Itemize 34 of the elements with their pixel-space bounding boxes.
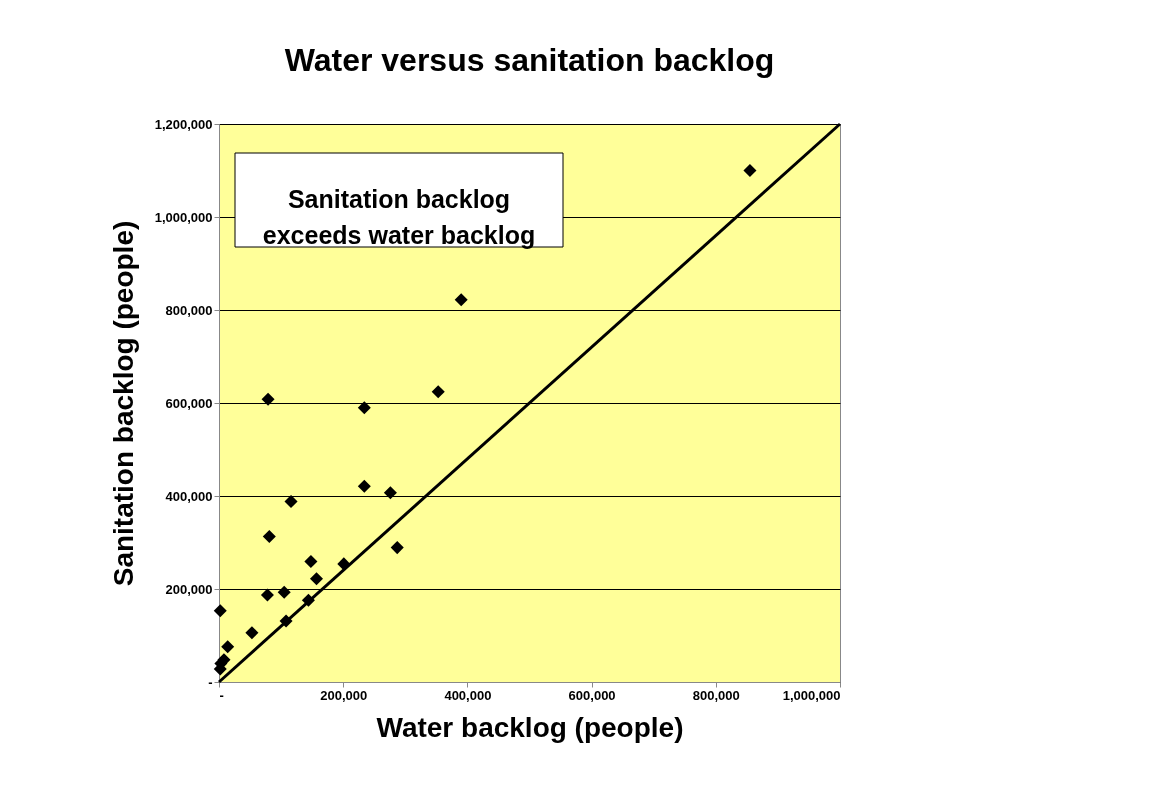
point [277, 585, 291, 599]
x-tick-label: 200,000 [320, 687, 368, 703]
point [221, 640, 235, 654]
y-tick-label: 200,000 [165, 581, 213, 597]
point [357, 479, 371, 493]
x-tick-label: - [219, 687, 224, 703]
point [284, 495, 298, 509]
y-tick-label: - [208, 674, 213, 690]
chart-title: Water versus sanitation backlog [284, 42, 775, 78]
y-tick-label: 400,000 [165, 488, 213, 504]
x-tick-label: 800,000 [692, 687, 740, 703]
y-tick-label: 600,000 [165, 395, 213, 411]
annotation: Sanitation backlog exceeds water backlog [262, 185, 536, 249]
point [383, 486, 397, 500]
point [213, 604, 227, 618]
point [262, 529, 276, 543]
x-tick-label: 600,000 [568, 687, 616, 703]
point [390, 541, 404, 555]
x-axis-title: Water backlog (people) [376, 711, 684, 743]
point [260, 588, 274, 602]
y-tick-label: 1,200,000 [154, 116, 213, 132]
point [431, 385, 445, 399]
point [743, 163, 757, 178]
y-tick-label: 1,000,000 [154, 209, 213, 225]
point [357, 401, 371, 415]
point [261, 392, 275, 406]
y-axis-title: Sanitation backlog (people) [107, 220, 139, 587]
y-tick-label: 800,000 [165, 302, 213, 318]
point [245, 626, 259, 640]
point [454, 293, 468, 307]
point [309, 572, 324, 586]
point [304, 555, 318, 569]
x-tick-label: 400,000 [444, 687, 492, 703]
x-tick-label: 1,000,000 [782, 687, 841, 703]
